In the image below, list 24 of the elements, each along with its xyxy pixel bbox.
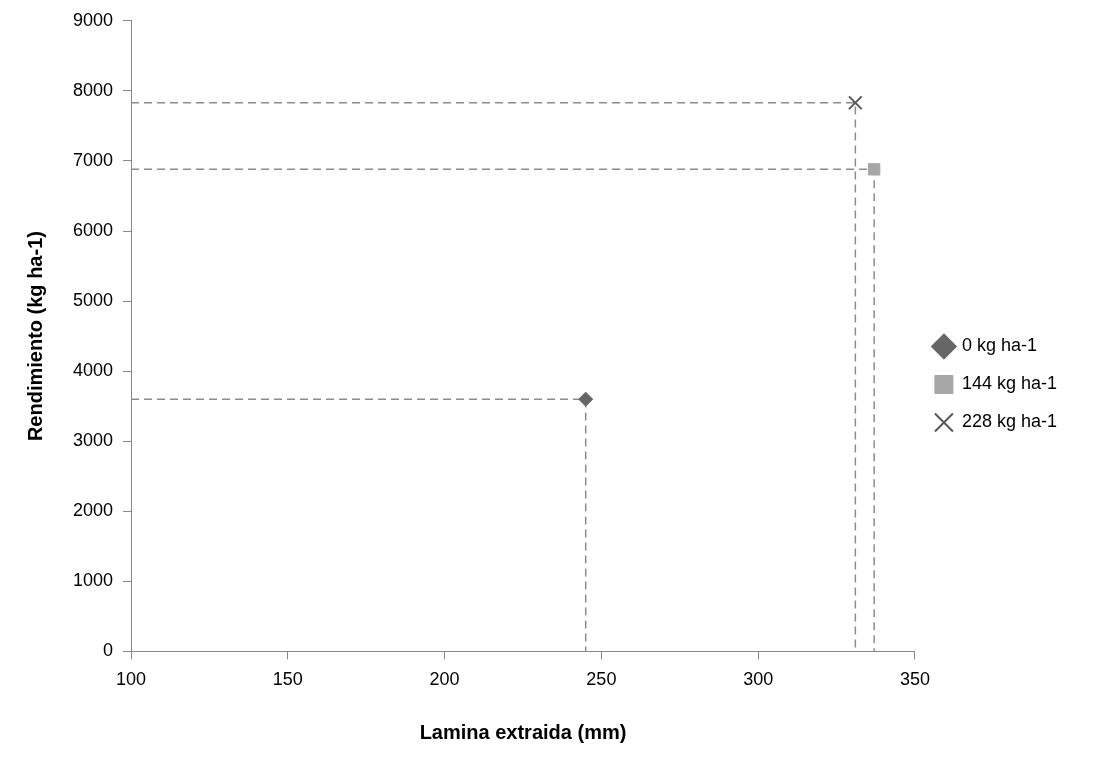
point (847, 95, 863, 111)
y-tick-label: 9000 (73, 9, 114, 30)
x-axis-title: Lamina extraida (mm) (419, 720, 627, 743)
y-tick-label: 2000 (73, 500, 114, 521)
legend-label: 228 kg ha-1 (961, 411, 1058, 432)
y-tick-label: 0 (103, 640, 114, 661)
x-tick-label: 350 (899, 669, 930, 690)
y-tick-label: 7000 (73, 149, 114, 170)
x-tick-label: 250 (586, 669, 617, 690)
y-tick-label: 5000 (73, 290, 114, 311)
y-axis-title: Rendimiento (kg ha-1) (23, 231, 46, 442)
y-tick-label: 1000 (73, 570, 114, 591)
x-tick-label: 300 (743, 669, 774, 690)
y-tick-label: 6000 (73, 219, 114, 240)
point (578, 391, 594, 407)
legend-label: 0 kg ha-1 (961, 335, 1037, 356)
point (868, 163, 881, 176)
x-tick-label: 100 (116, 669, 147, 690)
y-tick-label: 4000 (73, 360, 114, 381)
x-tick-label: 200 (429, 669, 460, 690)
y-tick-label: 8000 (73, 79, 114, 100)
legend-label: 144 kg ha-1 (961, 373, 1058, 394)
x-tick-label: 150 (272, 669, 303, 690)
y-tick-label: 3000 (73, 430, 114, 451)
